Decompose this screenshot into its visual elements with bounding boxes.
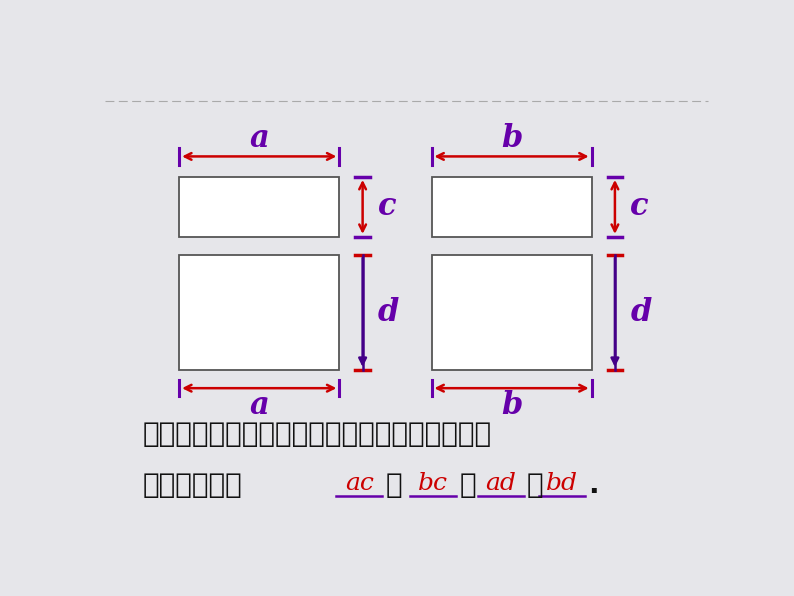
Text: 、: 、 (385, 471, 402, 498)
Text: b: b (501, 123, 522, 154)
Text: a: a (249, 123, 269, 154)
Bar (179, 177, 339, 237)
Bar (179, 255, 339, 370)
Text: 可分别表示为: 可分别表示为 (142, 471, 242, 498)
Text: 如果把它们看成四个小长方形，那么它们的面积: 如果把它们看成四个小长方形，那么它们的面积 (142, 420, 491, 448)
Bar (432, 255, 592, 370)
Text: ad: ad (485, 472, 516, 495)
Text: bc: bc (418, 472, 448, 495)
Text: .: . (588, 471, 599, 498)
Text: bd: bd (546, 472, 578, 495)
Text: a: a (249, 390, 269, 421)
Text: 、: 、 (527, 471, 544, 498)
Text: c: c (378, 191, 397, 222)
Text: b: b (501, 390, 522, 421)
Text: 、: 、 (459, 471, 476, 498)
Text: d: d (630, 297, 652, 328)
Text: c: c (630, 191, 649, 222)
Bar (432, 177, 592, 237)
Text: d: d (378, 297, 399, 328)
Text: ac: ac (345, 472, 374, 495)
